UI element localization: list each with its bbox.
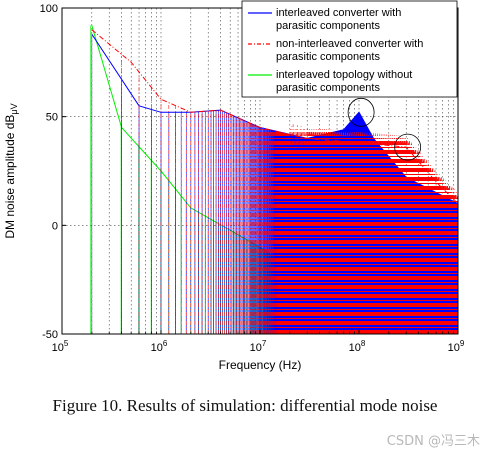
watermark: CSDN @冯三木 <box>386 434 480 449</box>
figure-caption: Figure 10. Results of simulation: differ… <box>52 396 438 415</box>
series-1-spikes <box>91 29 459 334</box>
x-tick-label: 109 <box>448 339 465 354</box>
legend-label-1-line2: parasitic components <box>276 51 380 63</box>
annotation-circle-noninterleaved-peak <box>394 133 422 161</box>
series-1-envelope <box>91 29 459 204</box>
legend-label-2-line2: parasitic components <box>276 82 380 94</box>
x-axis-label: Frequency (Hz) <box>219 358 302 372</box>
legend-label-0-line1: interleaved converter with <box>276 7 401 19</box>
dm-noise-chart: 105 106 107 108 109 -50 0 50 100 interleaved con… <box>3 0 465 372</box>
legend-label-0-line2: parasitic components <box>276 20 380 32</box>
y-tick-label: 100 <box>40 3 58 15</box>
legend-label-2-line1: interleaved topology without <box>276 69 412 81</box>
y-tick-label: -50 <box>42 329 58 341</box>
x-tick-label: 105 <box>52 339 69 354</box>
x-tick-label: 106 <box>151 339 168 354</box>
legend-box <box>241 0 458 98</box>
x-tick-label: 107 <box>250 339 267 354</box>
x-tick-label: 108 <box>349 339 366 354</box>
y-tick-label: 50 <box>46 112 58 124</box>
annotation-circle-interleaved-peak <box>347 97 375 127</box>
y-tick-label: 0 <box>52 220 58 232</box>
y-axis-label: DM noise amplitude dBμV <box>3 103 19 238</box>
legend-label-1-line1: non-interleaved converter with <box>276 38 423 50</box>
